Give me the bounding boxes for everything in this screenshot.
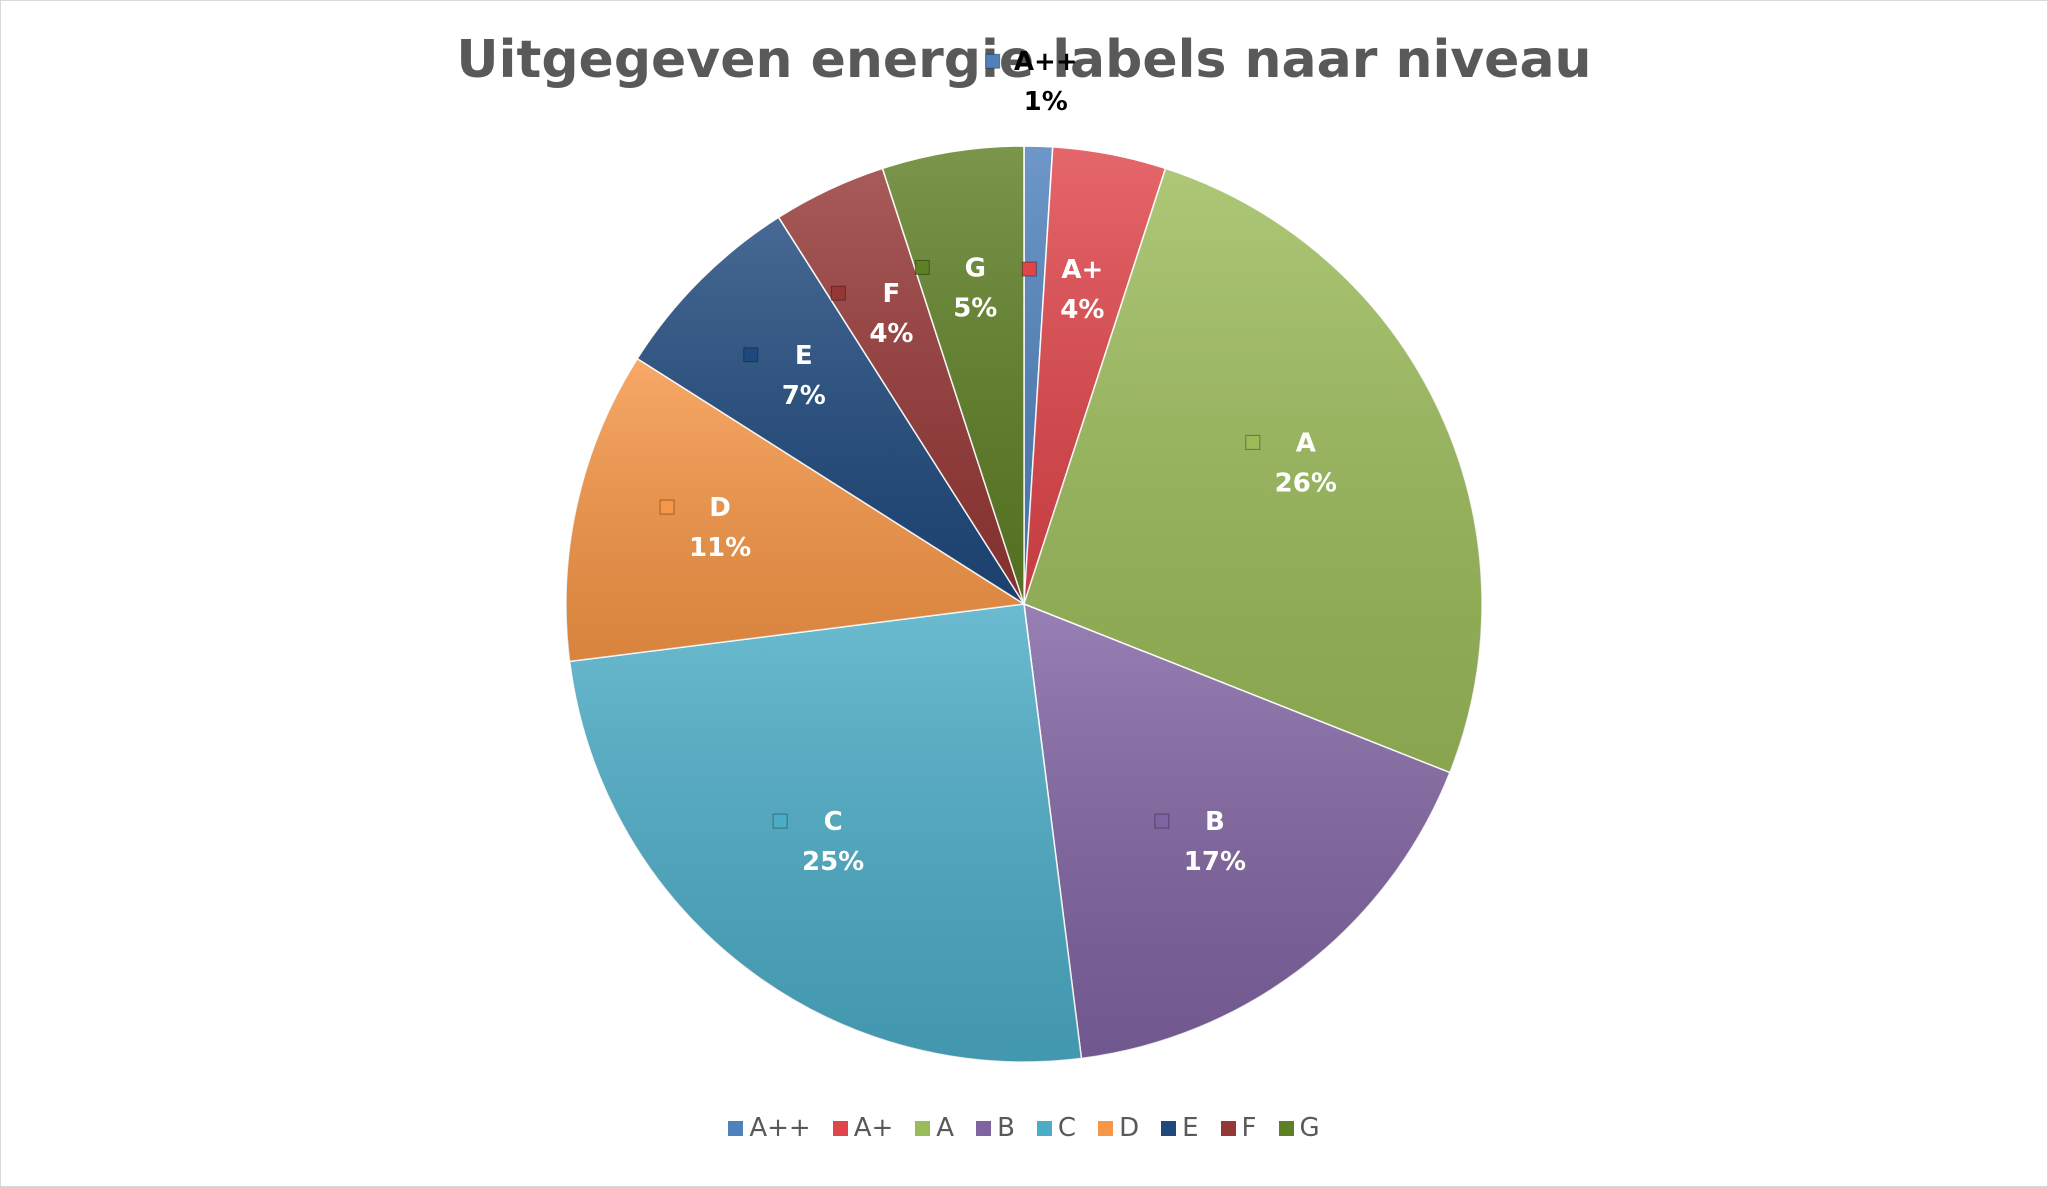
- slice-label-key-b: [1154, 813, 1170, 829]
- slice-label-key-aplus: [1021, 261, 1037, 277]
- slice-label-key-c: [772, 813, 788, 829]
- legend-label: C: [1057, 1113, 1077, 1143]
- slice-label-key-f: [830, 285, 846, 301]
- legend-label: A+: [853, 1113, 894, 1143]
- legend-swatch: [915, 1120, 931, 1136]
- slice-label-key-a: [1245, 434, 1261, 450]
- slice-label-key-aplusplus: [985, 53, 1001, 69]
- legend-swatch: [1098, 1120, 1114, 1136]
- pie-slice-shading-aplus: [1024, 146, 1166, 605]
- slice-label-c: C 25%: [772, 807, 864, 877]
- legend-swatch: [976, 1120, 992, 1136]
- legend-label: A++: [749, 1113, 811, 1143]
- legend-item-g: G: [1278, 1113, 1320, 1143]
- slice-label-category: A: [1296, 428, 1316, 458]
- slice-label-category: A+: [1061, 255, 1103, 285]
- slice-label-g: G 5%: [914, 253, 997, 323]
- slice-label-f: F 4%: [830, 279, 913, 349]
- slice-label-b: B 17%: [1154, 807, 1246, 877]
- slice-label-value: 7%: [782, 381, 826, 411]
- slice-label-d: D 11%: [659, 493, 751, 563]
- legend-item-b: B: [976, 1113, 1015, 1143]
- slice-label-value: 4%: [1060, 295, 1104, 325]
- slice-label-category: B: [1205, 807, 1225, 837]
- pie-slice-shading-f: [778, 168, 1024, 604]
- pie-slice-shading-b: [1024, 604, 1450, 1059]
- legend-item-d: D: [1098, 1113, 1139, 1143]
- legend-label: E: [1182, 1113, 1199, 1143]
- slice-label-value: 11%: [689, 533, 751, 563]
- pie-slice-shading-e: [637, 217, 1024, 605]
- slice-label-category: F: [883, 279, 901, 309]
- legend-swatch: [1161, 1120, 1177, 1136]
- legend-item-e: E: [1161, 1113, 1199, 1143]
- legend-swatch: [728, 1120, 744, 1136]
- slice-label-category: E: [795, 341, 813, 371]
- legend-label: F: [1241, 1113, 1257, 1143]
- legend-label: A: [936, 1113, 955, 1143]
- legend-swatch: [832, 1120, 848, 1136]
- slice-label-key-d: [659, 499, 675, 515]
- slice-label-key-e: [743, 347, 759, 363]
- legend-label: B: [997, 1113, 1015, 1143]
- slice-label-value: 4%: [869, 319, 913, 349]
- slice-label-a: A 26%: [1245, 428, 1337, 498]
- legend: A++ A+ A B C D E F G: [0, 1113, 2048, 1143]
- legend-item-aplus: A+: [832, 1113, 894, 1143]
- pie-slice-shading-a: [1024, 168, 1482, 773]
- legend-item-a: A: [915, 1113, 954, 1143]
- legend-label: D: [1119, 1113, 1140, 1143]
- legend-swatch: [1278, 1120, 1294, 1136]
- legend-swatch: [1220, 1120, 1236, 1136]
- legend-label: G: [1299, 1113, 1320, 1143]
- slice-label-value: 25%: [802, 847, 864, 877]
- legend-item-f: F: [1220, 1113, 1257, 1143]
- slice-label-value: 5%: [953, 293, 997, 323]
- pie-slice-shading-c: [569, 604, 1082, 1062]
- slice-label-e: E 7%: [743, 341, 826, 411]
- slice-label-value: 26%: [1275, 468, 1337, 498]
- pie-slice-shading-d: [566, 358, 1024, 662]
- slice-label-category: G: [965, 253, 986, 283]
- legend-item-aplusplus: A++: [728, 1113, 811, 1143]
- legend-item-c: C: [1036, 1113, 1077, 1143]
- slice-label-category: A++: [1014, 47, 1078, 77]
- slice-label-aplus: A+ 4%: [1021, 255, 1104, 325]
- slice-label-value: 17%: [1184, 847, 1246, 877]
- slice-label-category: D: [709, 493, 731, 523]
- slice-label-value: 1%: [1024, 87, 1068, 117]
- slice-label-key-g: [914, 259, 930, 275]
- legend-swatch: [1036, 1120, 1052, 1136]
- slice-label-category: C: [824, 807, 843, 837]
- slice-label-aplusplus: A++ 1%: [985, 47, 1078, 117]
- chart-title: Uitgegeven energie labels naar niveau: [456, 30, 1592, 90]
